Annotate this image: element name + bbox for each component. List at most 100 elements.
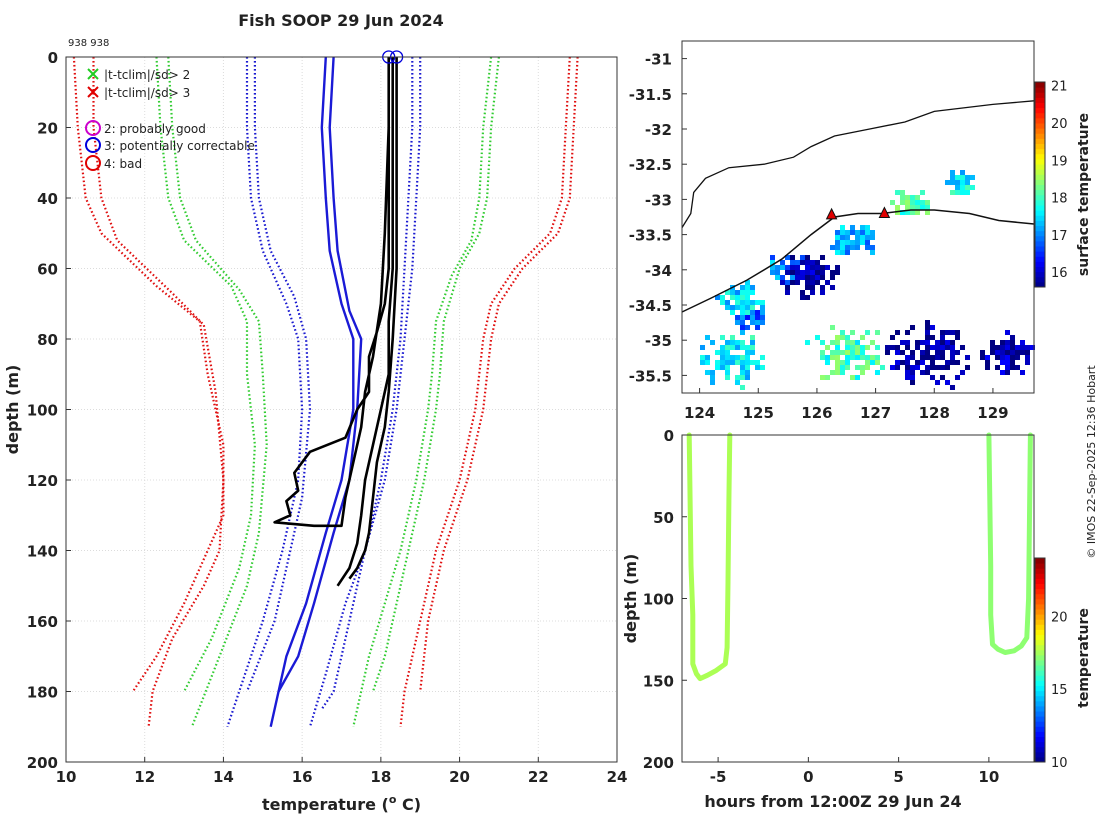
sst-pixel bbox=[825, 280, 830, 285]
sst-pixel bbox=[800, 260, 805, 265]
sst-pixel bbox=[915, 205, 920, 210]
sst-pixel bbox=[875, 360, 880, 365]
sst-pixel bbox=[780, 280, 785, 285]
sst-pixel bbox=[795, 270, 800, 275]
sst-pixel bbox=[1030, 345, 1035, 350]
sst-pixel bbox=[730, 345, 735, 350]
sst-pixel bbox=[1005, 350, 1010, 355]
sst-pixel bbox=[740, 365, 745, 370]
profile-location-marker bbox=[825, 207, 838, 220]
colorbar-swatch bbox=[1035, 726, 1045, 732]
sst-pixel bbox=[835, 370, 840, 375]
sst-pixel bbox=[890, 200, 895, 205]
section-y-tick-label: 100 bbox=[643, 591, 674, 609]
map-x-tick-label: 124 bbox=[684, 404, 715, 422]
sst-pixel bbox=[710, 340, 715, 345]
colorbar-swatch bbox=[1035, 614, 1045, 620]
sst-pixel bbox=[960, 175, 965, 180]
sst-pixel bbox=[905, 210, 910, 215]
x-axis-label: temperature (o C) bbox=[262, 793, 421, 814]
sst-pixel bbox=[835, 335, 840, 340]
colorbar-swatch bbox=[1035, 568, 1045, 574]
sst-pixel bbox=[790, 270, 795, 275]
sst-pixel bbox=[950, 180, 955, 185]
sst-pixel bbox=[1015, 350, 1020, 355]
sst-pixel bbox=[750, 290, 755, 295]
sst-pixel bbox=[855, 350, 860, 355]
sst-pixel bbox=[725, 365, 730, 370]
legend-label: 2: probably good bbox=[104, 122, 206, 136]
sst-pixel bbox=[855, 365, 860, 370]
sst-pixel bbox=[800, 275, 805, 280]
colorbar-swatch bbox=[1035, 205, 1045, 211]
sst-pixel bbox=[850, 230, 855, 235]
sst-pixel bbox=[805, 295, 810, 300]
series-clim-3sd-high-b bbox=[399, 56, 571, 727]
sst-pixel bbox=[925, 355, 930, 360]
x-tick-label: 20 bbox=[449, 768, 470, 786]
sst-pixel bbox=[940, 350, 945, 355]
colorbar-swatch bbox=[1035, 751, 1045, 758]
sst-pixel bbox=[835, 345, 840, 350]
colorbar-swatch bbox=[1035, 705, 1045, 712]
sst-pixel bbox=[790, 265, 795, 270]
legend-label: 4: bad bbox=[104, 157, 142, 171]
sst-pixel bbox=[870, 230, 875, 235]
sst-pixel bbox=[835, 365, 840, 370]
sst-pixel bbox=[820, 375, 825, 380]
colorbar-swatch bbox=[1035, 639, 1045, 646]
sst-pixel bbox=[890, 335, 895, 340]
sst-pixel bbox=[865, 245, 870, 250]
colorbar-swatch bbox=[1035, 128, 1045, 134]
colorbar-swatch bbox=[1035, 97, 1045, 103]
colorbar-swatch bbox=[1035, 276, 1045, 283]
colorbar-swatch bbox=[1035, 184, 1045, 191]
sst-pixel bbox=[720, 355, 725, 360]
sst-pixel bbox=[910, 195, 915, 200]
sst-pixel bbox=[700, 345, 705, 350]
sst-pixel bbox=[930, 375, 935, 380]
sst-pixel bbox=[900, 190, 905, 195]
sst-pixel bbox=[895, 205, 900, 210]
colorbar-swatch bbox=[1035, 711, 1045, 717]
sst-pixel bbox=[740, 340, 745, 345]
ship-track bbox=[681, 209, 1035, 313]
colorbar-swatch bbox=[1035, 598, 1045, 605]
section-x-tick-label: 10 bbox=[978, 768, 999, 786]
sst-pixel bbox=[845, 345, 850, 350]
colorbar-swatch bbox=[1035, 215, 1045, 221]
sst-pixel bbox=[930, 360, 935, 365]
sst-pixel bbox=[740, 385, 745, 390]
sst-pixel bbox=[925, 200, 930, 205]
colorbar-swatch bbox=[1035, 588, 1045, 595]
colorbar-swatch bbox=[1035, 593, 1045, 600]
x-tick-label: 10 bbox=[56, 768, 77, 786]
sst-pixel bbox=[730, 340, 735, 345]
sst-pixel bbox=[1010, 360, 1015, 365]
series-clim-mean-b bbox=[277, 56, 363, 693]
sst-pixel bbox=[935, 380, 940, 385]
sst-pixel bbox=[820, 355, 825, 360]
colorbar-swatch bbox=[1035, 746, 1045, 753]
sst-pixel bbox=[1005, 360, 1010, 365]
sst-pixel bbox=[925, 205, 930, 210]
colorbar-swatch bbox=[1035, 82, 1045, 88]
colorbar-swatch bbox=[1035, 603, 1045, 610]
sst-pixel bbox=[965, 185, 970, 190]
sst-pixel bbox=[960, 345, 965, 350]
sst-pixel bbox=[860, 345, 865, 350]
sst-pixel bbox=[925, 340, 930, 345]
sst-pixel bbox=[945, 330, 950, 335]
sst-pixel bbox=[755, 310, 760, 315]
sst-pixel bbox=[745, 305, 750, 310]
sst-pixel bbox=[740, 285, 745, 290]
sst-pixel bbox=[735, 290, 740, 295]
sst-pixel bbox=[740, 305, 745, 310]
sst-pixel bbox=[910, 380, 915, 385]
x-tick-label: 14 bbox=[213, 768, 234, 786]
sst-pixel bbox=[1010, 340, 1015, 345]
sst-pixel bbox=[965, 355, 970, 360]
sst-pixel bbox=[770, 265, 775, 270]
sst-pixel bbox=[915, 195, 920, 200]
